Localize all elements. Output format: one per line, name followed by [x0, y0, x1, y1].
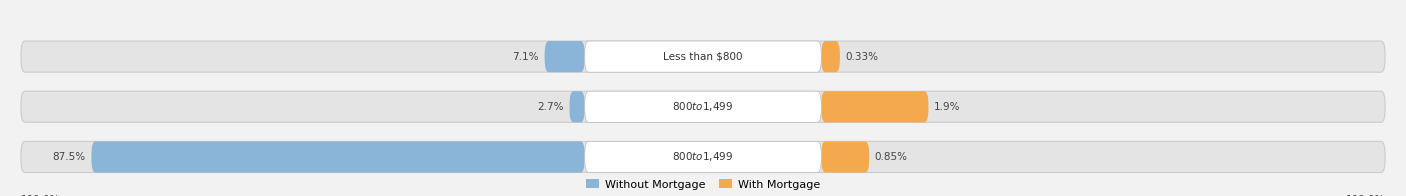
Text: 0.85%: 0.85% [875, 152, 908, 162]
Text: $800 to $1,499: $800 to $1,499 [672, 100, 734, 113]
Text: 2.7%: 2.7% [537, 102, 564, 112]
FancyBboxPatch shape [585, 141, 821, 172]
FancyBboxPatch shape [821, 91, 928, 122]
Text: 7.1%: 7.1% [513, 52, 538, 62]
FancyBboxPatch shape [569, 91, 585, 122]
FancyBboxPatch shape [21, 91, 1385, 122]
Text: $800 to $1,499: $800 to $1,499 [672, 151, 734, 163]
Text: 100.0%: 100.0% [21, 195, 60, 196]
FancyBboxPatch shape [91, 141, 585, 172]
FancyBboxPatch shape [21, 41, 1385, 72]
FancyBboxPatch shape [585, 41, 821, 72]
FancyBboxPatch shape [821, 141, 869, 172]
Text: Less than $800: Less than $800 [664, 52, 742, 62]
FancyBboxPatch shape [21, 141, 1385, 172]
Text: 0.33%: 0.33% [845, 52, 879, 62]
FancyBboxPatch shape [544, 41, 585, 72]
Legend: Without Mortgage, With Mortgage: Without Mortgage, With Mortgage [582, 175, 824, 194]
FancyBboxPatch shape [821, 41, 839, 72]
Text: 87.5%: 87.5% [52, 152, 86, 162]
FancyBboxPatch shape [585, 91, 821, 122]
Text: 100.0%: 100.0% [1346, 195, 1385, 196]
Text: 1.9%: 1.9% [934, 102, 960, 112]
